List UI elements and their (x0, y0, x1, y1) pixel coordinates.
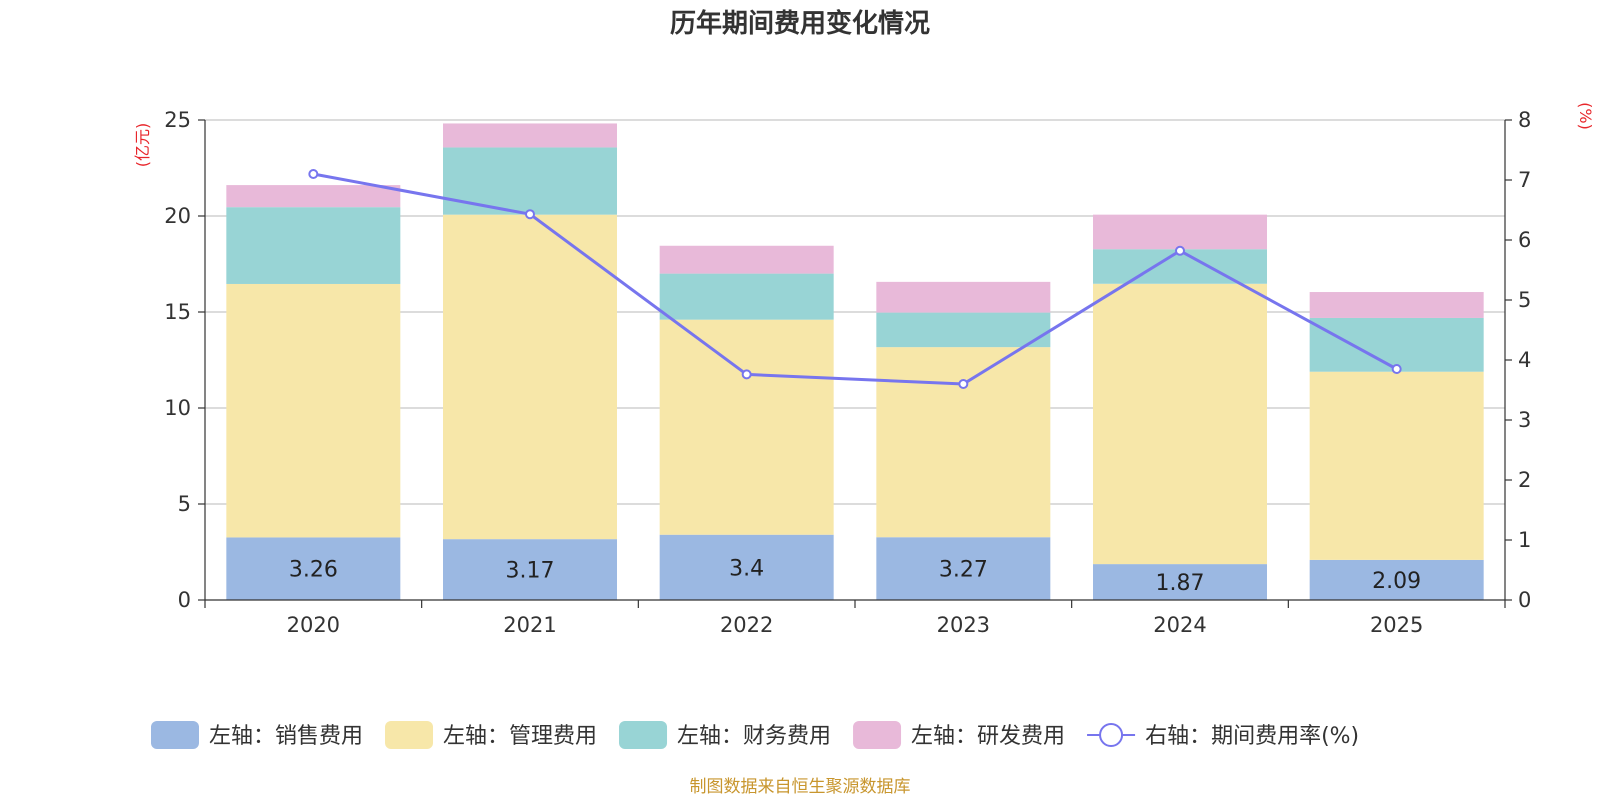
legend-label: 左轴：管理费用 (443, 724, 597, 749)
right-tick-label: 7 (1518, 168, 1531, 192)
legend-swatch (853, 721, 902, 749)
rate-point (525, 209, 535, 220)
bar-segment (226, 283, 401, 538)
right-tick-label: 3 (1518, 408, 1531, 432)
bar-segment (443, 123, 617, 148)
left-tick-label: 20 (164, 204, 191, 228)
bar-segment (1093, 283, 1267, 565)
legend: 左轴：销售费用 左轴：管理费用 左轴：财务费用 左轴：研发费用 右轴：期间费用率(%) (151, 721, 1359, 749)
rate-point (741, 369, 752, 380)
bar-value-label: 3.27 (939, 558, 988, 583)
bar-value-label: 3.4 (729, 556, 764, 581)
legend-label: 左轴：研发费用 (911, 724, 1065, 749)
bar-segment (226, 207, 401, 284)
bar-segment (443, 539, 617, 600)
legend-label: 左轴：销售费用 (209, 724, 363, 749)
rate-line (308, 169, 1402, 389)
bar-segment (1093, 564, 1267, 600)
left-tick-label: 0 (178, 588, 191, 612)
bar-segment (1309, 559, 1484, 600)
left-tick-label: 10 (164, 396, 191, 420)
bar-segment (876, 281, 1051, 313)
source-note: 制图数据来自恒生聚源数据库 (690, 777, 911, 797)
bar-segment (876, 312, 1051, 348)
bar-segment (1309, 371, 1484, 560)
chart-title: 历年期间费用变化情况 (670, 8, 930, 39)
bar-segment (443, 214, 617, 540)
rate-point (958, 379, 969, 389)
x-tick-label: 2021 (503, 613, 556, 637)
right-tick-label: 1 (1518, 528, 1531, 552)
rate-point (1391, 364, 1402, 374)
bar-segment (1309, 292, 1484, 318)
bar-value-label: 1.87 (1156, 571, 1205, 596)
right-tick-label: 2 (1518, 468, 1531, 492)
legend-swatch (385, 721, 434, 749)
legend-label: 右轴：期间费用率(%) (1145, 724, 1359, 749)
rate-point (308, 169, 319, 179)
right-axis-unit: (%) (1576, 102, 1595, 130)
right-tick-label: 5 (1518, 288, 1531, 312)
bar-segment (659, 319, 834, 535)
left-tick-label: 25 (164, 108, 191, 132)
gridlines (205, 119, 1505, 505)
bar-value-label: 3.26 (289, 558, 338, 583)
right-tick-label: 4 (1518, 348, 1531, 372)
bar-segment (443, 147, 617, 215)
rate-line-path (313, 172, 1398, 386)
bar-segment (659, 534, 834, 600)
bars: 3.26 3.17 3.4 3.27 1.87 2.09 (226, 123, 1484, 600)
x-tick-label: 2024 (1153, 613, 1206, 637)
bar-value-label: 2.09 (1372, 569, 1421, 594)
bar-value-label: 3.17 (506, 559, 555, 584)
bar-segment (1309, 317, 1484, 372)
bar-segment (876, 537, 1051, 600)
x-tick-label: 2022 (720, 613, 773, 637)
bar-segment (876, 347, 1051, 538)
bar-segment (1093, 214, 1267, 250)
legend-label: 左轴：财务费用 (677, 724, 831, 749)
legend-swatch (151, 721, 199, 749)
bar-segment (659, 273, 834, 320)
left-tick-label: 5 (178, 492, 191, 516)
x-tick-label: 2020 (287, 613, 340, 637)
rate-point (1175, 245, 1185, 256)
right-tick-label: 8 (1518, 108, 1531, 132)
legend-swatch (619, 721, 668, 749)
legend-marker-swatch (1099, 723, 1124, 747)
right-tick-label: 0 (1518, 588, 1531, 612)
left-axis-unit: (亿元) (133, 123, 152, 168)
x-tick-label: 2025 (1370, 613, 1423, 637)
x-tick-label: 2023 (937, 613, 990, 637)
left-tick-label: 15 (164, 300, 191, 324)
bar-segment (226, 537, 401, 600)
right-tick-label: 6 (1518, 228, 1531, 252)
bar-segment (659, 245, 834, 274)
bar-segment (226, 185, 401, 208)
